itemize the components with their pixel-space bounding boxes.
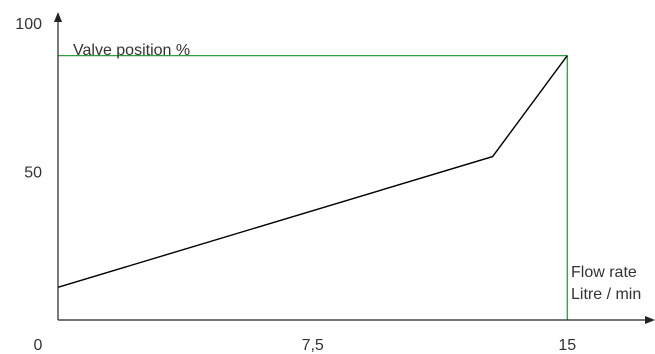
tick-labels: 0 7,5 15 50 100 — [15, 16, 576, 354]
series-layer — [57, 55, 568, 288]
y-axis-arrowhead — [54, 12, 62, 22]
x-axis-arrowhead — [645, 316, 655, 324]
limit-lines — [58, 54, 568, 320]
x-tick-label: 15 — [558, 337, 576, 354]
axes — [54, 12, 655, 324]
x-tick-label: 0 — [34, 337, 43, 354]
x-axis-title-line-1: Flow rate — [571, 264, 637, 281]
x-tick-label: 7,5 — [302, 337, 324, 354]
axis-labels: Valve position % Flow rate Litre / min — [73, 42, 641, 303]
y-tick-label: 100 — [15, 16, 42, 33]
y-axis-title: Valve position % — [73, 42, 190, 59]
y-tick-label: 50 — [24, 165, 42, 182]
series-line-0 — [57, 55, 568, 288]
x-axis-title-line-2: Litre / min — [571, 286, 641, 303]
